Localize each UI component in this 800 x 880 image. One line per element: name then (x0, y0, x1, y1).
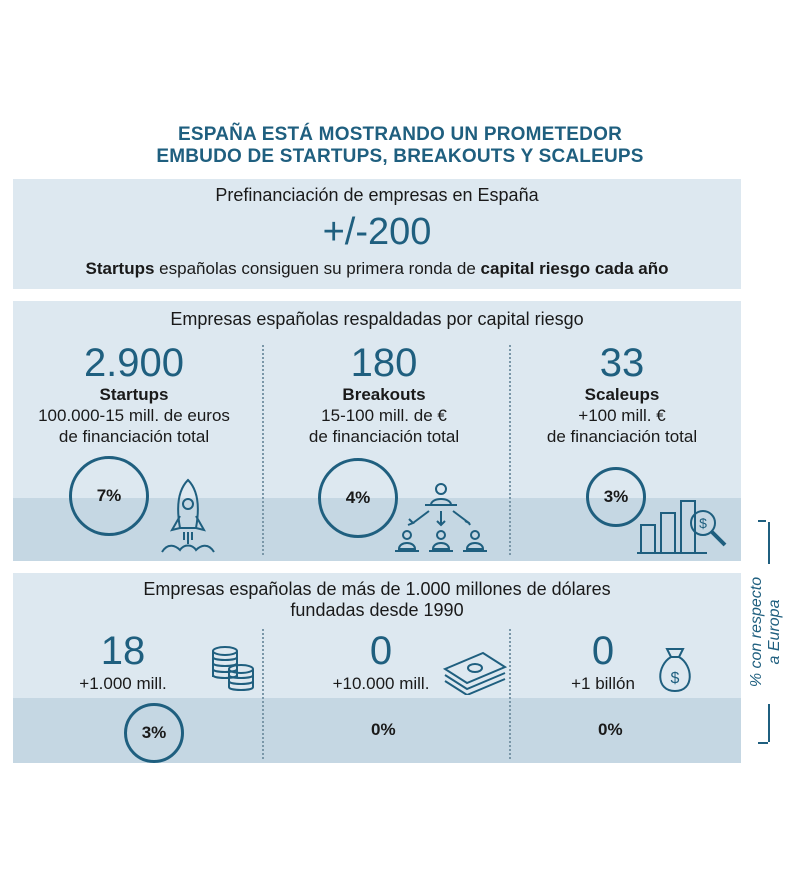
breakouts-range: 15-100 mill. de € (321, 406, 447, 425)
startups-column: 2.900 Startups 100.000-15 mill. de euros… (13, 341, 255, 447)
vc-backed-panel: Empresas españolas respaldadas por capit… (13, 301, 741, 561)
money-bag-icon: $ (659, 648, 691, 693)
rocket-icon (161, 478, 215, 553)
title-line-1: ESPAÑA ESTÁ MOSTRANDO UN PROMETEDOR (177, 124, 623, 145)
sentence-text-1: españolas consiguen su primera ronda de (154, 259, 481, 278)
startups-range: 100.000-15 mill. de euros (38, 406, 230, 425)
scaleups-pct-circle: 3% (586, 467, 646, 527)
breakouts-value: 180 (350, 341, 418, 385)
scaleups-label: Scaleups (584, 385, 660, 404)
hectocorns-threshold: +1 billón (571, 674, 635, 693)
sentence-bold-2: capital riesgo cada año (480, 259, 669, 278)
coin-stacks-icon (212, 646, 254, 691)
breakouts-label: Breakouts (342, 385, 426, 404)
billion-panel: Empresas españolas de más de 1.000 millo… (13, 573, 741, 763)
breakouts-pct: 4% (345, 488, 371, 507)
svg-text:$: $ (671, 670, 680, 687)
vc-backed-heading: Empresas españolas respaldadas por capit… (170, 309, 584, 329)
infographic-title: ESPAÑA ESTÁ MOSTRANDO UN PROMETEDOR EMBU… (0, 124, 800, 168)
hectocorns-value: 0 (591, 629, 615, 673)
startups-desc: de financiación total (58, 427, 210, 446)
startups-label: Startups (99, 385, 169, 404)
growth-chart-icon: $ (637, 500, 727, 554)
bracket-bottom (758, 742, 768, 744)
decacorns-column: 0 +10.000 mill. (291, 629, 471, 694)
hectocorns-pct: 0% (598, 720, 623, 739)
bracket-top (758, 520, 766, 522)
billion-heading-line-1: Empresas españolas de más de 1.000 millo… (143, 579, 611, 599)
scaleups-value: 33 (599, 341, 645, 385)
column-divider (262, 629, 264, 759)
side-label: % con respecto a Europa (748, 542, 784, 722)
decacorns-value: 0 (369, 629, 393, 673)
unicorns-value: 18 (100, 629, 146, 673)
column-divider (509, 629, 511, 759)
prefinance-value: +/-200 (322, 211, 432, 253)
prefinance-sentence: Startups españolas consiguen su primera … (13, 259, 741, 279)
bracket-lower-line (758, 704, 770, 742)
startups-pct: 7% (96, 486, 122, 505)
decacorns-threshold: +10.000 mill. (332, 674, 430, 693)
scaleups-desc: de financiación total (546, 427, 698, 446)
prefinance-panel: Prefinanciación de empresas en España +/… (13, 179, 741, 289)
billion-heading: Empresas españolas de más de 1.000 millo… (13, 579, 741, 621)
hectocorns-column: 0 +1 billón (523, 629, 683, 694)
prefinance-heading: Prefinanciación de empresas en España (215, 185, 539, 205)
scaleups-column: 33 Scaleups +100 mill. € de financiación… (501, 341, 743, 447)
breakouts-desc: de financiación total (308, 427, 460, 446)
team-hierarchy-icon (395, 483, 487, 552)
title-line-2: EMBUDO DE STARTUPS, BREAKOUTS Y SCALEUPS (156, 146, 644, 167)
column-divider (509, 345, 511, 555)
unicorns-threshold: +1.000 mill. (79, 674, 167, 693)
unicorns-column: 18 +1.000 mill. (33, 629, 213, 694)
billion-heading-line-2: fundadas desde 1990 (290, 600, 464, 620)
sentence-bold-1: Startups (85, 259, 155, 278)
unicorns-pct-circle: 3% (124, 703, 184, 763)
unicorns-pct: 3% (141, 723, 167, 742)
bracket-upper-line (758, 522, 770, 564)
banknotes-icon (443, 651, 507, 695)
side-label-line-1: % con respecto (748, 576, 765, 688)
breakouts-column: 180 Breakouts 15-100 mill. de € de finan… (263, 341, 505, 447)
column-divider (262, 345, 264, 555)
startups-pct-circle: 7% (69, 456, 149, 536)
scaleups-range: +100 mill. € (578, 406, 666, 425)
scaleups-pct: 3% (603, 487, 629, 506)
startups-value: 2.900 (83, 341, 185, 385)
breakouts-pct-circle: 4% (318, 458, 398, 538)
decacorns-pct: 0% (371, 720, 396, 739)
svg-text:$: $ (699, 515, 707, 531)
side-label-line-2: a Europa (766, 599, 783, 665)
